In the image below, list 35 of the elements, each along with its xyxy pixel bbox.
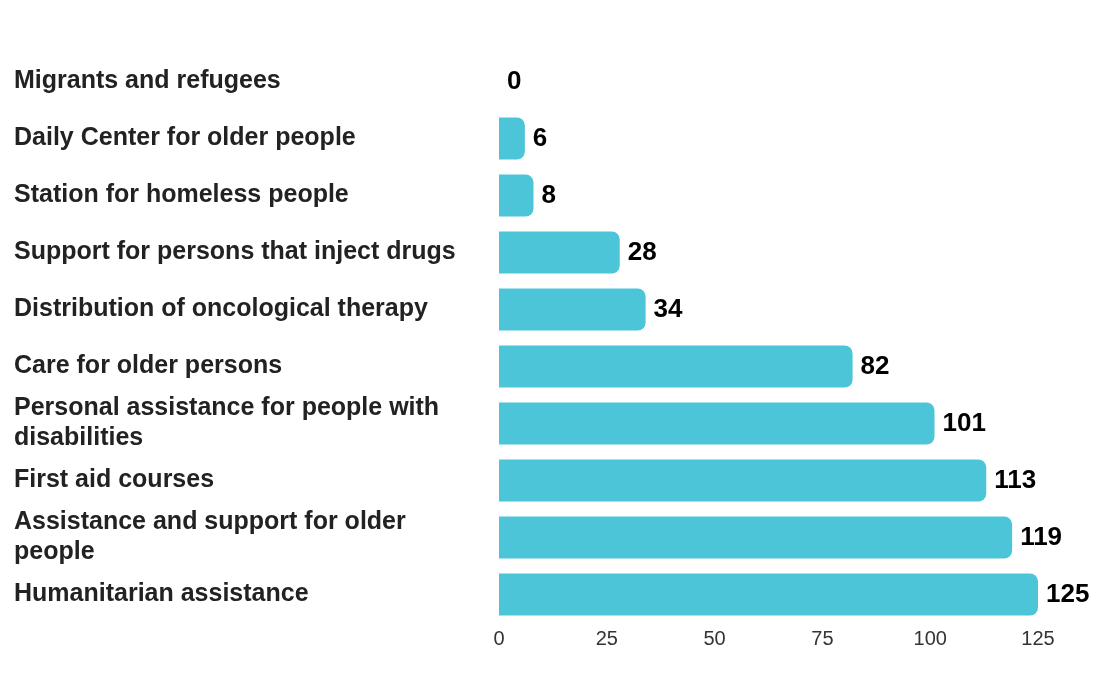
data-label: 101 xyxy=(942,406,986,437)
bar xyxy=(499,402,935,445)
bar xyxy=(499,231,620,274)
x-tick-label: 0 xyxy=(493,626,505,649)
y-tick-label: Humanitarian assistance xyxy=(14,578,309,607)
data-label: 34 xyxy=(653,292,684,323)
data-label: 113 xyxy=(994,463,1037,494)
data-label: 28 xyxy=(627,235,657,266)
y-tick-label: Support for persons that inject drugs xyxy=(14,236,456,265)
y-tick-label: First aid courses xyxy=(14,464,215,493)
bar xyxy=(499,288,646,331)
data-label: 119 xyxy=(1020,520,1063,551)
y-tick-label: Daily Center for older people xyxy=(14,122,356,151)
bar xyxy=(499,174,534,217)
bar xyxy=(499,117,525,160)
bar xyxy=(499,516,1013,559)
data-label: 6 xyxy=(532,121,548,152)
data-label: 0 xyxy=(507,64,522,95)
y-tick-label: Personal assistance for people with disabilities xyxy=(14,392,440,451)
x-tick-label: 75 xyxy=(811,626,834,649)
x-tick-label: 50 xyxy=(703,626,726,649)
bar xyxy=(499,345,853,388)
x-tick-label: 125 xyxy=(1021,626,1055,649)
y-tick-label: Care for older persons xyxy=(14,350,283,379)
x-tick-label: 100 xyxy=(913,626,947,649)
x-tick-label: 25 xyxy=(595,626,618,649)
y-tick-label: Migrants and refugees xyxy=(14,65,281,94)
y-tick-label: Distribution of oncological therapy xyxy=(14,293,428,322)
y-tick-label: Assistance and support for older people xyxy=(14,506,407,565)
data-label: 82 xyxy=(860,349,890,380)
y-tick-label: Station for homeless people xyxy=(14,179,349,208)
data-label: 125 xyxy=(1046,577,1090,608)
data-label: 8 xyxy=(541,178,556,209)
bar xyxy=(499,459,987,502)
bar xyxy=(499,573,1038,616)
